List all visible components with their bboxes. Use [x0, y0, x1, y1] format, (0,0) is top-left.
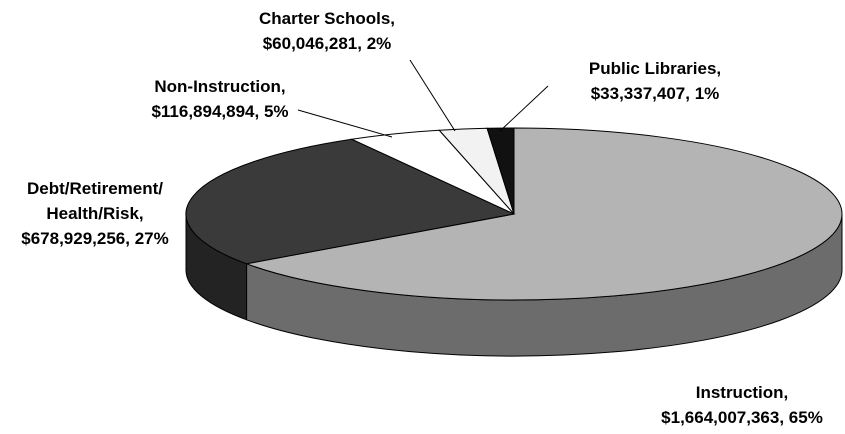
leader-line: [297, 109, 393, 138]
slice-label: Non-Instruction, $116,894,894, 5%: [125, 74, 315, 124]
category-label: Charter Schools,: [258, 9, 396, 28]
value-label: $33,337,407, 1%: [590, 84, 720, 103]
value-label: $678,929,256, 27%: [21, 229, 169, 248]
leader-line: [409, 59, 456, 132]
value-label: $116,894,894, 5%: [151, 102, 289, 121]
slice-top: [486, 127, 515, 215]
slice: [486, 127, 515, 215]
slice: [185, 138, 516, 321]
slice-label: Charter Schools, $60,046,281, 2%: [232, 6, 422, 56]
slice-label: Debt/Retirement/​Health/Risk, $678,929,25…: [0, 176, 190, 251]
leader-line: [499, 85, 549, 132]
category-label: Debt/Retirement/​Health/Risk,: [26, 179, 164, 223]
slice-top: [244, 127, 843, 301]
value-label: $60,046,281, 2%: [262, 34, 392, 53]
value-label: $1,664,007,363, 65%: [661, 408, 823, 427]
slice-label: Public Libraries, $33,337,407, 1%: [560, 56, 750, 106]
slice-label: Instruction, $1,664,007,363, 65%: [632, 380, 845, 430]
category-label: Instruction,: [695, 383, 789, 402]
slice-top: [185, 138, 516, 265]
category-label: Public Libraries,: [588, 59, 722, 78]
category-label: Non-Instruction,: [154, 77, 286, 96]
